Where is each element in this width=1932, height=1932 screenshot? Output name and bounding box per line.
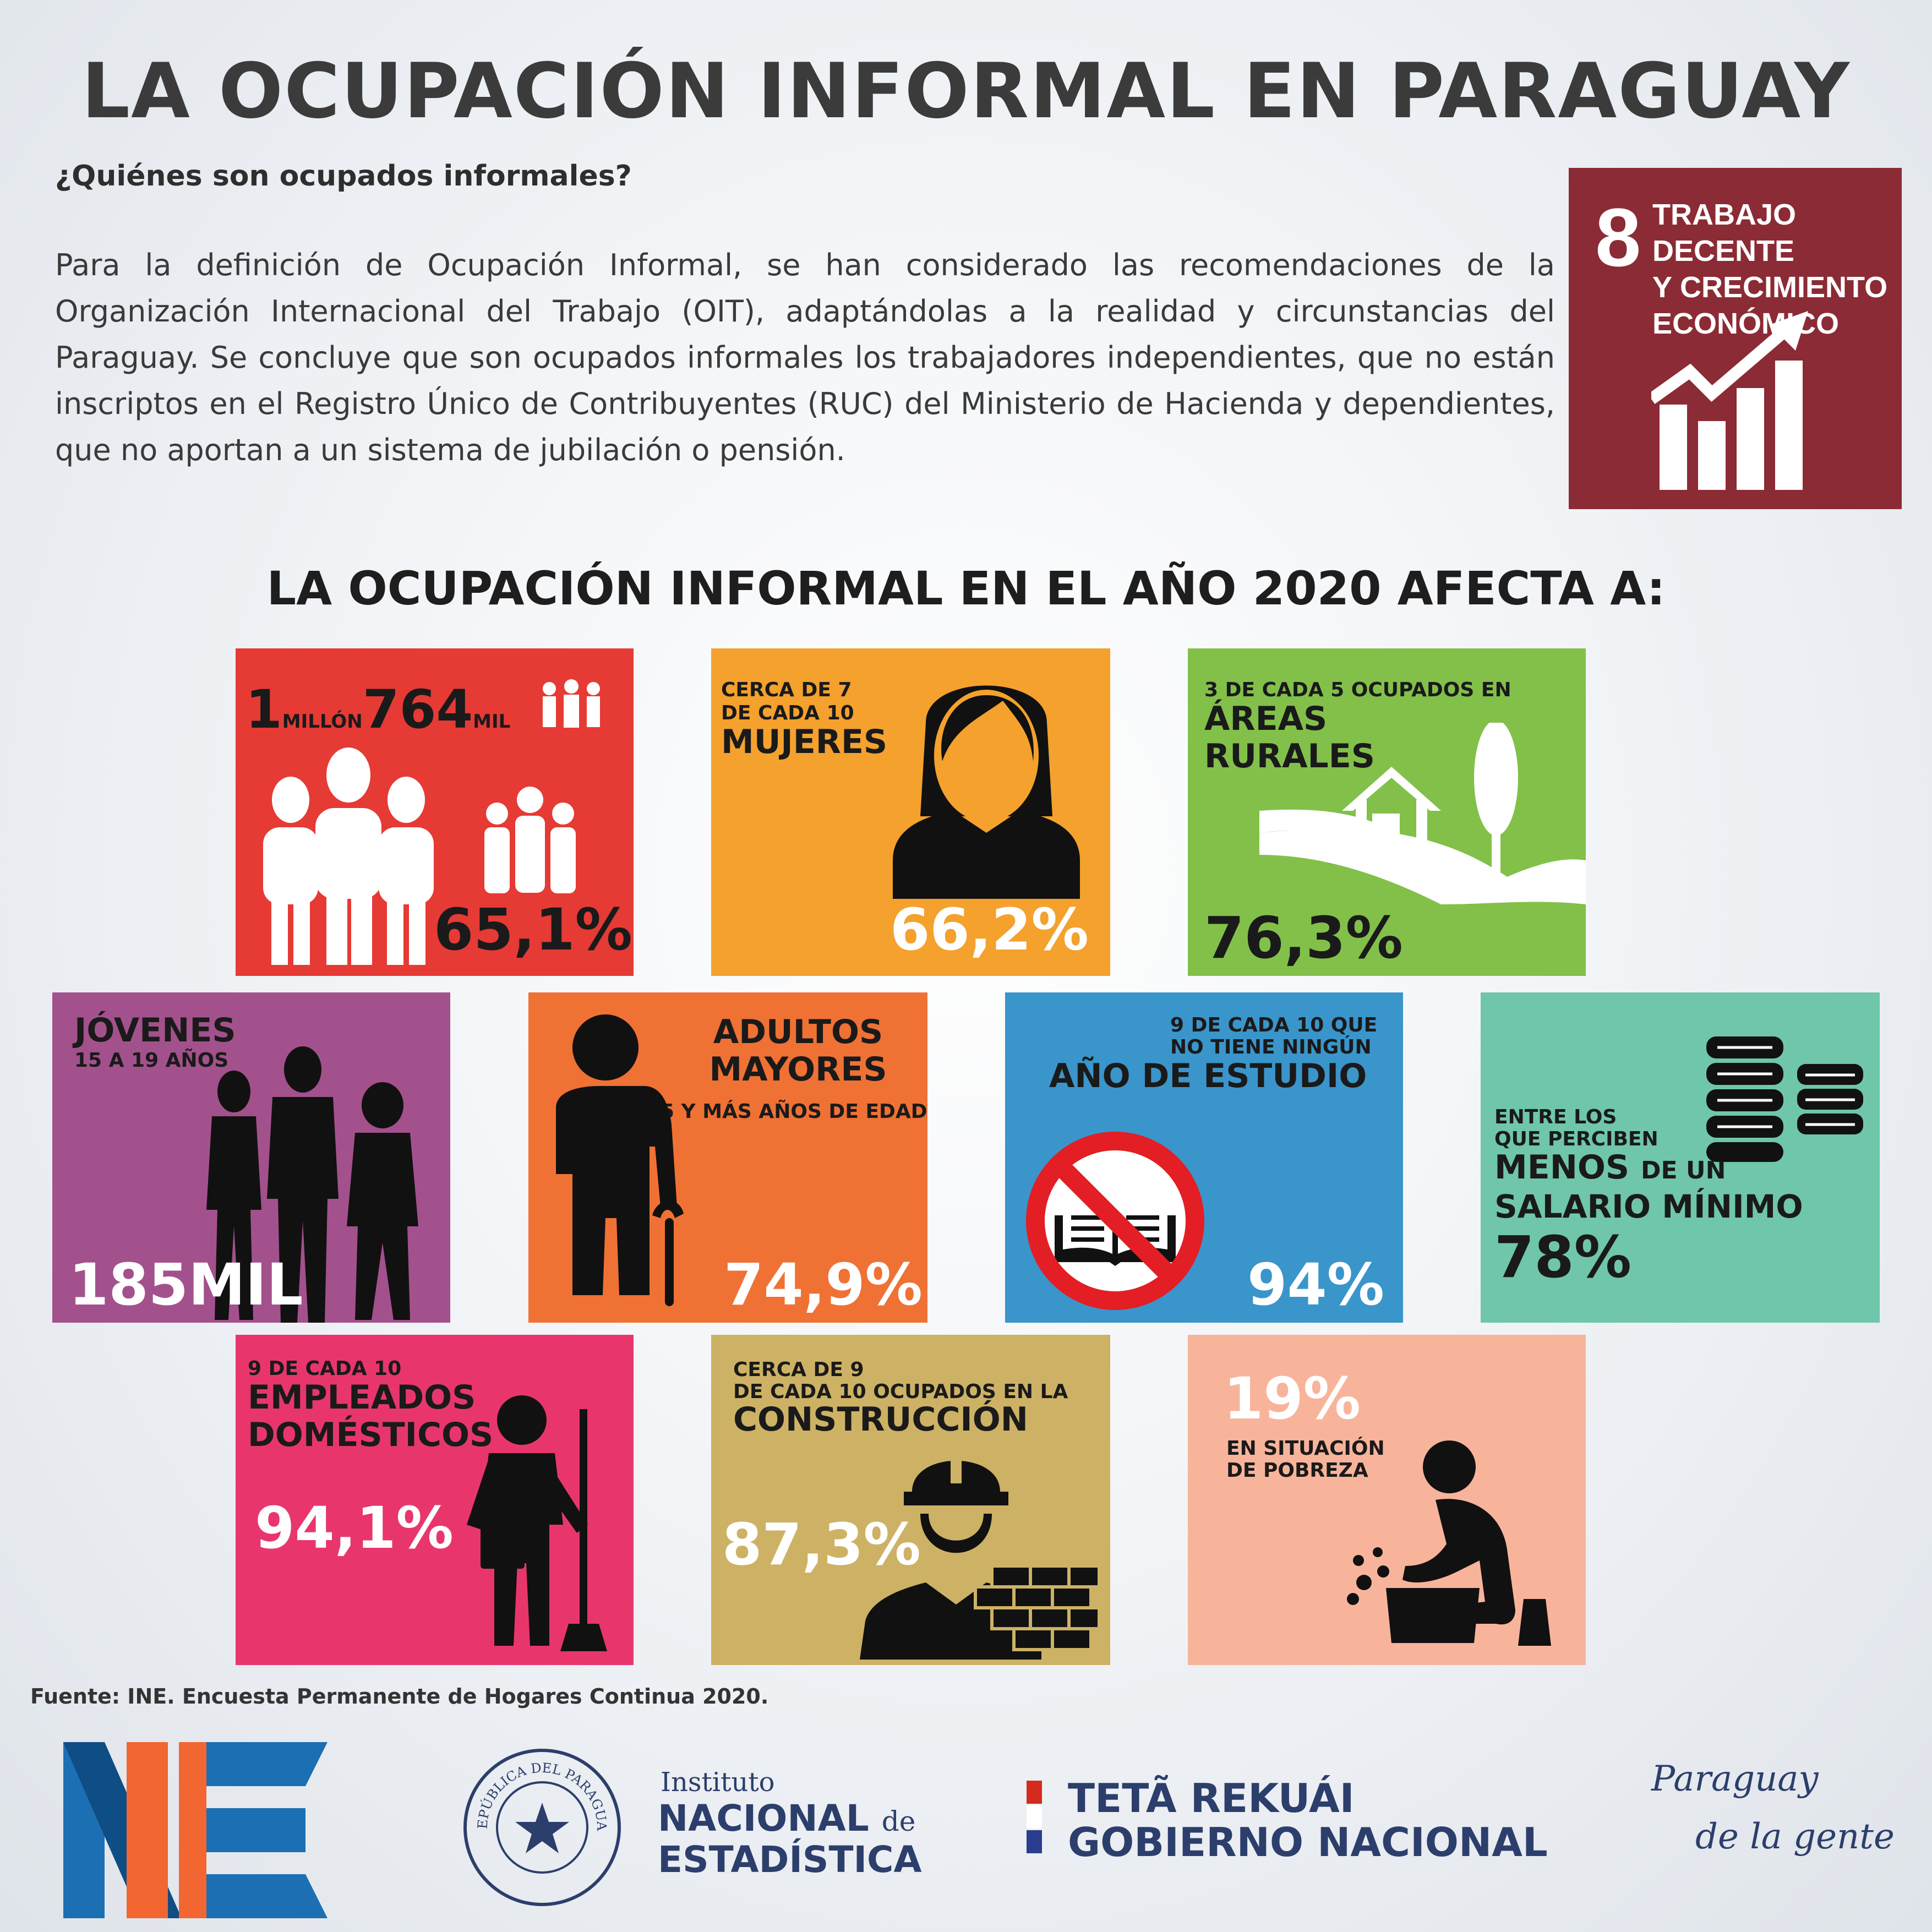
total-millions: 1	[245, 679, 282, 740]
total-count: 1MILLÓN764MIL	[245, 679, 510, 740]
card-poverty: 19% EN SITUACIÓN DE POBREZA	[1188, 1335, 1586, 1665]
small-workers-icon	[543, 679, 600, 728]
domestic-label-1: EMPLEADOS	[248, 1378, 476, 1417]
wage-stat-line-1: ENTRE LOS	[1494, 1106, 1617, 1128]
card-women: CERCA DE 7 DE CADA 10 MUJERES 66,2%	[711, 648, 1110, 976]
no-books-icon	[1026, 1132, 1204, 1310]
youth-age-range: 15 A 19 AÑOS	[74, 1049, 229, 1072]
rural-percentage: 76,3%	[1204, 904, 1403, 972]
card-total-informal: 1MILLÓN764MIL 65,1%	[236, 648, 634, 976]
total-percentage: 65,1%	[434, 896, 632, 963]
sdg-8-badge: 8 TRABAJO DECENTE Y CRECIMIENTO ECONÓMIC…	[1569, 168, 1902, 509]
flag-white-stripe	[1027, 1805, 1042, 1829]
government-line-1: TETÃ REKUÁI	[1068, 1775, 1355, 1821]
domestic-stat-line: 9 DE CADA 10	[248, 1357, 402, 1380]
institute-de: de	[881, 1805, 916, 1837]
page-title: LA OCUPACIÓN INFORMAL EN PARAGUAY	[81, 47, 1851, 135]
women-stat-line-1: CERCA DE 7	[721, 679, 852, 701]
education-label: AÑO DE ESTUDIO	[1049, 1057, 1367, 1095]
women-label: MUJERES	[721, 723, 888, 761]
businessmen-group-icon	[263, 747, 434, 965]
rural-label-1: ÁREAS	[1204, 700, 1328, 738]
rural-label-2: RURALES	[1204, 737, 1375, 776]
card-domestic: 9 DE CADA 10 EMPLEADOS DOMÉSTICOS 94,1%	[236, 1335, 634, 1665]
woman-silhouette-icon	[893, 685, 1080, 899]
domestic-label-2: DOMÉSTICOS	[248, 1416, 494, 1454]
flag-red-stripe	[1027, 1781, 1042, 1804]
youth-value: 185MIL	[69, 1251, 303, 1318]
rural-landscape-icon	[1259, 723, 1586, 904]
footer-logos: REPÚBLICA DEL PARAGUAY Instituto NACIONA…	[0, 1728, 1932, 1932]
wage-stat-line-2: QUE PERCIBEN	[1494, 1128, 1658, 1150]
small-businessmen-icon	[484, 787, 576, 893]
ine-logo-icon	[63, 1742, 328, 1918]
domestic-percentage: 94,1%	[255, 1494, 454, 1562]
poverty-percentage: 19%	[1224, 1365, 1361, 1432]
institute-national: NACIONAL de	[658, 1797, 915, 1840]
construction-worker-bricks-icon	[860, 1450, 1101, 1660]
total-millions-unit: MILLÓN	[282, 711, 363, 733]
government-line-2: GOBIERNO NACIONAL	[1068, 1819, 1548, 1865]
poverty-stat-line-2: DE POBREZA	[1226, 1459, 1368, 1482]
elderly-label-2: MAYORES	[709, 1050, 887, 1089]
wage-label-line-1: MENOS DE UN	[1494, 1148, 1726, 1187]
card-construction: CERCA DE 9 DE CADA 10 OCUPADOS EN LA CON…	[711, 1335, 1110, 1665]
domestic-worker-mop-icon	[467, 1395, 607, 1651]
person-washing-clothes-icon	[1347, 1440, 1551, 1646]
slogan-line-2: de la gente	[1695, 1816, 1895, 1857]
institute-word: Instituto	[661, 1767, 775, 1798]
education-percentage: 94%	[1247, 1251, 1384, 1318]
card-youth: JÓVENES 15 A 19 AÑOS 185MIL	[52, 992, 450, 1323]
section-subtitle: LA OCUPACIÓN INFORMAL EN EL AÑO 2020 AFE…	[266, 561, 1666, 615]
rural-stat-line: 3 DE CADA 5 OCUPADOS EN	[1204, 679, 1511, 701]
wage-percentage: 78%	[1494, 1224, 1631, 1291]
construction-label: CONSTRUCCIÓN	[733, 1400, 1028, 1439]
institute-national-word: NACIONAL	[658, 1797, 869, 1840]
card-elderly: ADULTOS MAYORES 65 Y MÁS AÑOS DE EDAD 74…	[528, 992, 927, 1323]
young-people-silhouettes-icon	[206, 1046, 418, 1323]
growth-chart-icon	[1651, 311, 1808, 490]
total-thousands-unit: MIL	[473, 711, 511, 733]
slogan-line-1: Paraguay	[1651, 1759, 1819, 1799]
women-stat-line-2: DE CADA 10	[721, 702, 854, 724]
total-thousands: 764	[362, 679, 473, 740]
elderly-age-range: 65 Y MÁS AÑOS DE EDAD	[647, 1100, 927, 1123]
card-minimum-wage: ENTRE LOS QUE PERCIBEN MENOS DE UN SALAR…	[1481, 992, 1880, 1323]
sdg-title: TRABAJO DECENTE Y CRECIMIENTO ECONÓMICO	[1652, 197, 1895, 342]
sdg-number: 8	[1595, 191, 1641, 283]
coin-stacks-icon	[1706, 1036, 1863, 1162]
flag-blue-stripe	[1027, 1830, 1042, 1853]
construction-stat-line-2: DE CADA 10 OCUPADOS EN LA	[733, 1380, 1068, 1403]
youth-label: JÓVENES	[74, 1011, 236, 1050]
elderly-label-1: ADULTOS	[713, 1013, 883, 1051]
wage-label-less: MENOS	[1494, 1148, 1630, 1187]
construction-stat-line-1: CERCA DE 9	[733, 1358, 864, 1381]
poverty-stat-line-1: EN SITUACIÓN	[1226, 1437, 1385, 1460]
institute-statistics: ESTADÍSTICA	[658, 1838, 922, 1881]
sdg-title-line-2: Y CRECIMIENTO	[1652, 271, 1888, 304]
education-stat-line-2: NO TIENE NINGÚN	[1170, 1036, 1372, 1058]
construction-percentage: 87,3%	[722, 1511, 921, 1578]
elderly-person-cane-icon	[556, 1014, 684, 1306]
wage-label-line-2: SALARIO MÍNIMO	[1494, 1188, 1803, 1225]
card-education: 9 DE CADA 10 QUE NO TIENE NINGÚN AÑO DE …	[1005, 992, 1403, 1323]
education-stat-line-1: 9 DE CADA 10 QUE	[1170, 1014, 1378, 1036]
sdg-title-line-3: ECONÓMICO	[1652, 307, 1840, 340]
women-percentage: 66,2%	[890, 896, 1089, 963]
card-rural: 3 DE CADA 5 OCUPADOS EN ÁREAS RURALES 76…	[1188, 648, 1586, 976]
question-heading: ¿Quiénes son ocupados informales?	[55, 160, 632, 193]
wage-label-than-one: DE UN	[1641, 1156, 1726, 1185]
sdg-title-line-1: TRABAJO DECENTE	[1652, 198, 1797, 268]
source-note: Fuente: INE. Encuesta Permanente de Hoga…	[30, 1684, 769, 1709]
definition-paragraph: Para la definición de Ocupación Informal…	[55, 248, 1555, 467]
elderly-percentage: 74,9%	[724, 1251, 923, 1318]
paraguay-seal-icon: REPÚBLICA DEL PARAGUAY	[460, 1745, 621, 1906]
